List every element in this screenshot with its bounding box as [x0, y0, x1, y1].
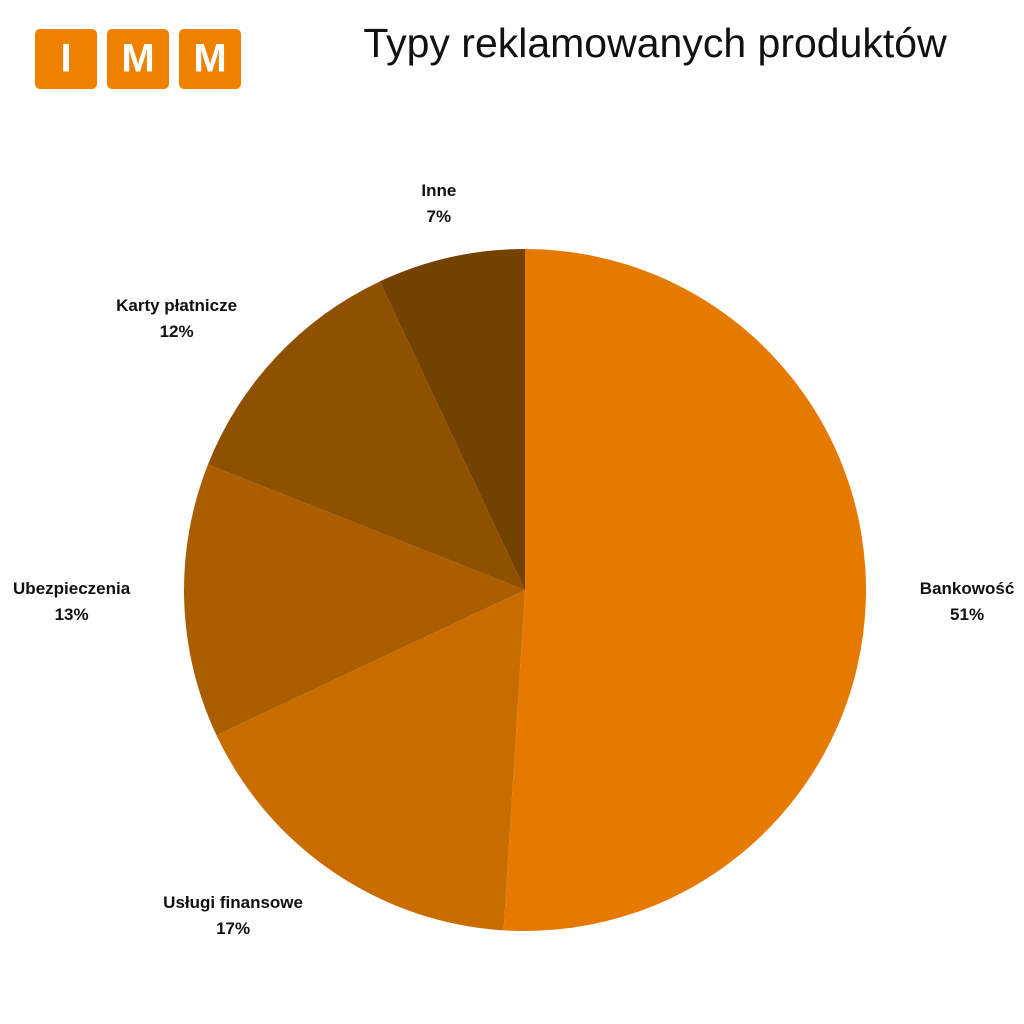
- slice-value-label: 51%: [950, 605, 984, 624]
- logo-box: [35, 29, 97, 89]
- slice-value-label: 17%: [216, 919, 250, 938]
- logo-box: [179, 29, 241, 89]
- pie-slice: [379, 249, 525, 590]
- logo-letter: M: [121, 37, 154, 81]
- slice-label: Usługi finansowe: [163, 893, 303, 912]
- pie-slice: [216, 590, 525, 931]
- slice-label: Karty płatnicze: [116, 296, 237, 315]
- slice-label: Bankowość: [920, 579, 1014, 598]
- slice-value-label: 7%: [427, 207, 452, 226]
- slice-label: Ubezpieczenia: [13, 579, 131, 598]
- pie-slice: [207, 281, 525, 590]
- logo: I M M: [35, 29, 241, 89]
- slice-value-label: 12%: [160, 322, 194, 341]
- pie-slice: [183, 464, 525, 736]
- slice-label: Inne: [421, 181, 456, 200]
- pie-slice: [503, 249, 867, 931]
- logo-box: [107, 29, 169, 89]
- slice-value-label: 13%: [55, 605, 89, 624]
- chart-title: Typy reklamowanych produktów: [363, 20, 947, 66]
- logo-letter: M: [193, 37, 226, 81]
- logo-letter: I: [60, 37, 71, 81]
